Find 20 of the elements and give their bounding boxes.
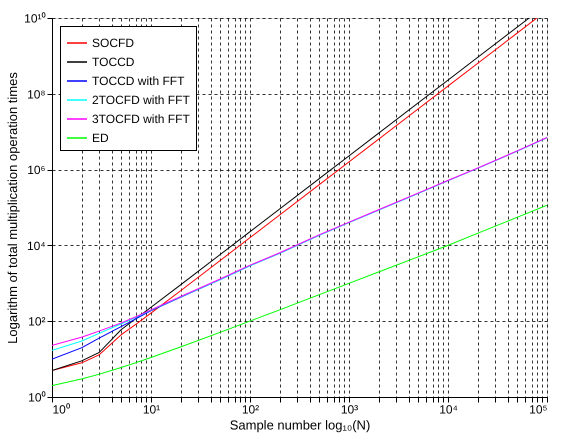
y-tick-label: 10¹⁰ xyxy=(24,12,46,26)
x-tick-label: 10⁴ xyxy=(439,402,458,416)
legend-label: SOCFD xyxy=(92,36,134,50)
legend-label: TOCCD xyxy=(92,55,135,69)
x-tick-label: 10² xyxy=(242,402,260,416)
legend-label: 2TOCFD with FFT xyxy=(92,93,190,107)
y-axis-title: Logarithm of total multiplication operation times xyxy=(5,72,20,344)
legend-label: ED xyxy=(92,131,110,145)
x-tick-label: 10¹ xyxy=(142,402,160,416)
y-tick-label: 10² xyxy=(28,314,46,329)
x-axis-title: Sample number log₁₀(N) xyxy=(230,418,370,432)
y-tick-label: 10⁴ xyxy=(26,238,46,253)
y-tick-label: 10⁸ xyxy=(27,87,46,102)
x-tick-label: 10⁵ xyxy=(529,402,548,416)
legend-label: TOCCD with FFT xyxy=(92,74,186,88)
legend-label: 3TOCFD with FFT xyxy=(92,112,190,126)
y-tick-label: 10⁶ xyxy=(27,163,46,178)
y-tick-label: 10⁰ xyxy=(28,390,46,404)
x-tick-label: 10⁰ xyxy=(52,402,70,416)
x-tick-label: 10³ xyxy=(340,402,358,416)
